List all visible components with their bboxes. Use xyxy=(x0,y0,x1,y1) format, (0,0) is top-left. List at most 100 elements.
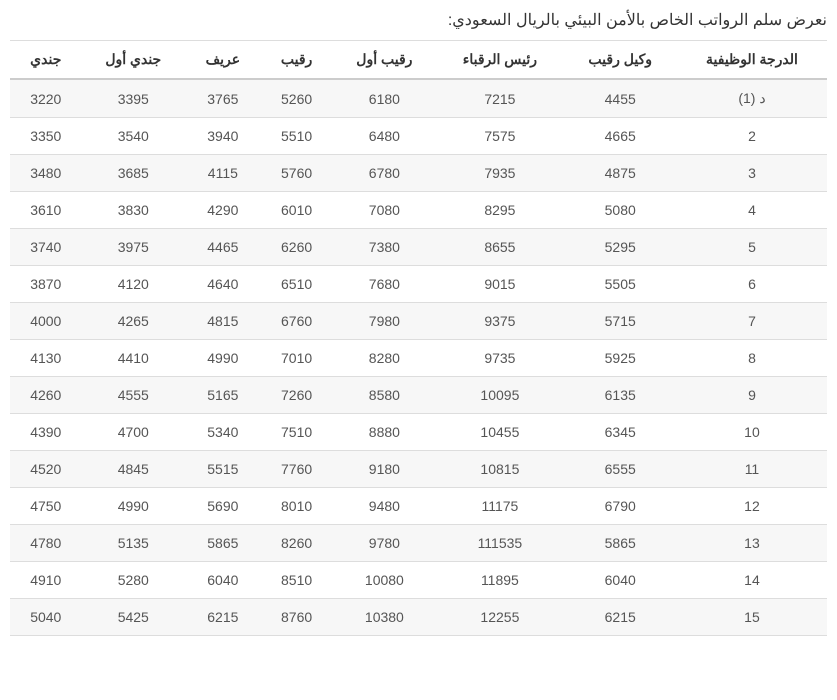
table-cell: 4990 xyxy=(82,488,185,525)
table-cell: 6010 xyxy=(261,192,333,229)
table-cell: 5280 xyxy=(82,562,185,599)
table-cell: 3350 xyxy=(10,118,82,155)
table-body: د (1)44557215618052603765339532202466575… xyxy=(10,79,827,636)
table-row: 75715937579806760481542654000 xyxy=(10,303,827,340)
table-cell: 6215 xyxy=(564,599,677,636)
table-header-cell: الدرجة الوظيفية xyxy=(677,41,827,80)
table-cell: 3870 xyxy=(10,266,82,303)
table-cell: 5505 xyxy=(564,266,677,303)
table-cell: 6215 xyxy=(185,599,261,636)
table-cell: 7 xyxy=(677,303,827,340)
table-cell: 7380 xyxy=(332,229,436,266)
table-cell: 10455 xyxy=(436,414,563,451)
table-cell: 3830 xyxy=(82,192,185,229)
table-cell: 3940 xyxy=(185,118,261,155)
table-cell: 5425 xyxy=(82,599,185,636)
table-cell: 5715 xyxy=(564,303,677,340)
table-cell: 3 xyxy=(677,155,827,192)
table-cell: 10 xyxy=(677,414,827,451)
table-cell: 5135 xyxy=(82,525,185,562)
table-cell: 7010 xyxy=(261,340,333,377)
table-cell: 6040 xyxy=(564,562,677,599)
table-cell: 11895 xyxy=(436,562,563,599)
table-cell: 7510 xyxy=(261,414,333,451)
table-cell: 5865 xyxy=(185,525,261,562)
table-cell: 6 xyxy=(677,266,827,303)
table-cell: 7080 xyxy=(332,192,436,229)
table-cell: 10815 xyxy=(436,451,563,488)
table-row: 55295865573806260446539753740 xyxy=(10,229,827,266)
table-cell: 15 xyxy=(677,599,827,636)
table-cell: 4115 xyxy=(185,155,261,192)
table-cell: 4455 xyxy=(564,79,677,118)
table-cell: 10080 xyxy=(332,562,436,599)
table-cell: 5865 xyxy=(564,525,677,562)
table-cell: 8280 xyxy=(332,340,436,377)
table-cell: 5510 xyxy=(261,118,333,155)
table-cell: 2 xyxy=(677,118,827,155)
table-cell: 6345 xyxy=(564,414,677,451)
table-cell: 4665 xyxy=(564,118,677,155)
table-cell: 4000 xyxy=(10,303,82,340)
table-header-cell: رقيب أول xyxy=(332,41,436,80)
table-cell: 6555 xyxy=(564,451,677,488)
table-cell: 9015 xyxy=(436,266,563,303)
table-cell: 11175 xyxy=(436,488,563,525)
table-cell: 10380 xyxy=(332,599,436,636)
table-cell: 8580 xyxy=(332,377,436,414)
table-cell: 8655 xyxy=(436,229,563,266)
table-cell: 4410 xyxy=(82,340,185,377)
table-cell: 6510 xyxy=(261,266,333,303)
table-row: 24665757564805510394035403350 xyxy=(10,118,827,155)
table-cell: 3740 xyxy=(10,229,82,266)
table-row: 1267901117594808010569049904750 xyxy=(10,488,827,525)
table-cell: 4130 xyxy=(10,340,82,377)
table-cell: 9 xyxy=(677,377,827,414)
table-cell: 5040 xyxy=(10,599,82,636)
table-row: 1165551081591807760551548454520 xyxy=(10,451,827,488)
table-cell: 8760 xyxy=(261,599,333,636)
table-cell: 111535 xyxy=(436,525,563,562)
table-cell: د (1) xyxy=(677,79,827,118)
table-cell: 3220 xyxy=(10,79,82,118)
table-cell: 3610 xyxy=(10,192,82,229)
table-cell: 6780 xyxy=(332,155,436,192)
table-cell: 5165 xyxy=(185,377,261,414)
table-cell: 3765 xyxy=(185,79,261,118)
table-cell: 7215 xyxy=(436,79,563,118)
table-cell: 6135 xyxy=(564,377,677,414)
table-cell: 4910 xyxy=(10,562,82,599)
table-cell: 5 xyxy=(677,229,827,266)
table-header-cell: جندي xyxy=(10,41,82,80)
table-cell: 5925 xyxy=(564,340,677,377)
table-cell: 4875 xyxy=(564,155,677,192)
table-row: 1063451045588807510534047004390 xyxy=(10,414,827,451)
table-cell: 4780 xyxy=(10,525,82,562)
table-row: 15621512255103808760621554255040 xyxy=(10,599,827,636)
table-cell: 8 xyxy=(677,340,827,377)
table-cell: 6180 xyxy=(332,79,436,118)
table-header-cell: رقيب xyxy=(261,41,333,80)
page-title: نعرض سلم الرواتب الخاص بالأمن البيئي بال… xyxy=(10,10,827,30)
table-cell: 8295 xyxy=(436,192,563,229)
table-cell: 4815 xyxy=(185,303,261,340)
table-cell: 4555 xyxy=(82,377,185,414)
table-cell: 5760 xyxy=(261,155,333,192)
table-cell: 10095 xyxy=(436,377,563,414)
table-cell: 4845 xyxy=(82,451,185,488)
table-row: 13586511153597808260586551354780 xyxy=(10,525,827,562)
table-row: 961351009585807260516545554260 xyxy=(10,377,827,414)
table-cell: 3480 xyxy=(10,155,82,192)
table-cell: 9480 xyxy=(332,488,436,525)
table-cell: 7760 xyxy=(261,451,333,488)
table-cell: 5260 xyxy=(261,79,333,118)
table-cell: 6260 xyxy=(261,229,333,266)
table-cell: 7260 xyxy=(261,377,333,414)
table-header-cell: جندي أول xyxy=(82,41,185,80)
table-cell: 4520 xyxy=(10,451,82,488)
table-cell: 9180 xyxy=(332,451,436,488)
table-cell: 4265 xyxy=(82,303,185,340)
table-row: 65505901576806510464041203870 xyxy=(10,266,827,303)
table-row: د (1)4455721561805260376533953220 xyxy=(10,79,827,118)
table-cell: 3540 xyxy=(82,118,185,155)
